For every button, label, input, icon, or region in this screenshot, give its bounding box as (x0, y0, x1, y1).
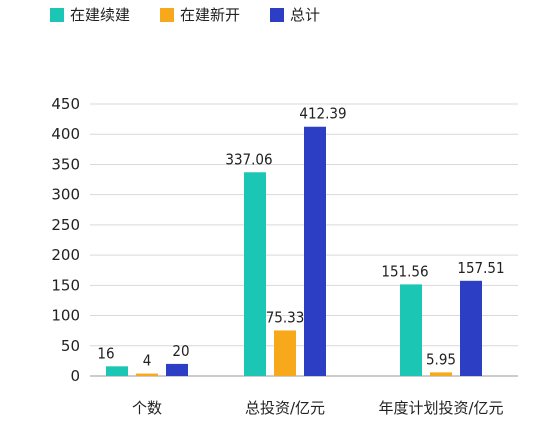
y-tick-label-150: 150 (51, 276, 80, 294)
data-label-2-series-1: 337.06 (225, 150, 272, 168)
data-label-2-series-3: 412.39 (299, 105, 346, 123)
bar-3-series-1 (400, 284, 422, 376)
y-tick-label-50: 50 (61, 337, 80, 355)
chart-legend: 在建续建 在建新开 总计 (50, 4, 320, 25)
data-label-2-series-2: 75.33 (266, 308, 305, 326)
bar-3-series-2 (430, 372, 452, 376)
legend-label-series-2: 在建新开 (180, 6, 241, 24)
legend-label-series-1: 在建续建 (70, 6, 131, 24)
legend-swatch-series-1 (50, 7, 64, 22)
y-tick-label-450: 450 (51, 95, 80, 113)
data-label-3-series-3: 157.51 (457, 259, 504, 277)
bar-1-series-1 (106, 366, 128, 376)
data-label-3-series-2: 5.95 (426, 350, 456, 368)
y-tick-label-300: 300 (51, 186, 80, 204)
bar-2-series-1 (244, 172, 266, 376)
legend-swatch-series-3 (270, 7, 285, 22)
x-tick-label-1: 个数 (132, 399, 162, 417)
legend-item-series-1: 在建续建 (50, 4, 130, 25)
data-label-3-series-1: 151.56 (381, 262, 428, 280)
legend-label-series-3: 总计 (290, 6, 321, 24)
bar-1-series-2 (136, 373, 158, 376)
bar-2-series-3 (304, 126, 326, 376)
data-label-1-series-1: 16 (97, 344, 114, 362)
bar-2-series-2 (274, 330, 296, 376)
y-tick-label-400: 400 (51, 125, 80, 143)
x-tick-label-2: 总投资/亿元 (245, 399, 325, 417)
bar-3-series-3 (460, 280, 482, 376)
legend-item-series-3: 总计 (270, 4, 320, 25)
data-label-1-series-3: 20 (172, 342, 189, 360)
y-tick-label-350: 350 (51, 155, 80, 173)
y-tick-label-250: 250 (51, 216, 80, 234)
bar-1-series-3 (166, 363, 188, 376)
y-tick-label-200: 200 (51, 246, 80, 264)
x-tick-label-3: 年度计划投资/亿元 (378, 399, 503, 417)
y-tick-label-0: 0 (70, 367, 80, 385)
y-tick-label-100: 100 (51, 307, 80, 325)
data-label-1-series-2: 4 (143, 352, 152, 370)
legend-swatch-series-2 (160, 7, 175, 22)
legend-item-series-2: 在建新开 (160, 4, 240, 25)
